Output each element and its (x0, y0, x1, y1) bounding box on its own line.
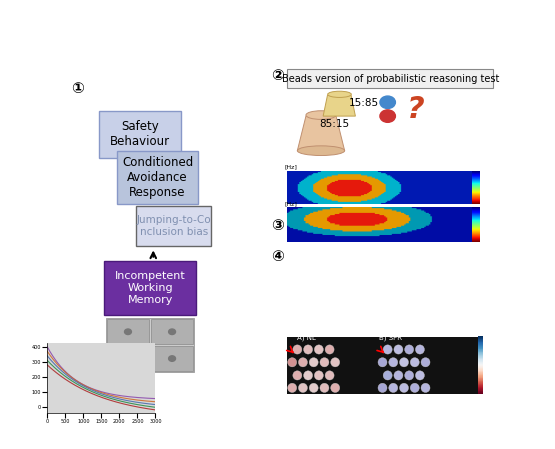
FancyBboxPatch shape (152, 319, 193, 344)
Text: Safety
Behaviour: Safety Behaviour (110, 120, 170, 149)
Ellipse shape (327, 91, 351, 97)
Text: Conditioned
Avoidance
Response: Conditioned Avoidance Response (122, 156, 193, 199)
Polygon shape (297, 116, 345, 151)
FancyBboxPatch shape (117, 151, 199, 204)
Ellipse shape (314, 371, 324, 380)
Ellipse shape (421, 383, 430, 392)
Text: 15:85: 15:85 (349, 98, 379, 108)
Ellipse shape (394, 345, 403, 354)
Circle shape (380, 96, 395, 109)
Text: ?: ? (407, 95, 425, 123)
Ellipse shape (405, 345, 413, 354)
Ellipse shape (378, 383, 387, 392)
Ellipse shape (297, 146, 345, 155)
FancyBboxPatch shape (286, 337, 480, 394)
Ellipse shape (325, 371, 334, 380)
Ellipse shape (293, 345, 302, 354)
Ellipse shape (416, 345, 425, 354)
Text: [Hz]: [Hz] (284, 201, 297, 206)
Ellipse shape (421, 358, 430, 367)
Text: ④: ④ (271, 249, 284, 264)
Text: A) NL: A) NL (297, 335, 316, 341)
Ellipse shape (400, 358, 408, 367)
Circle shape (124, 329, 132, 335)
Polygon shape (323, 95, 355, 116)
FancyBboxPatch shape (99, 111, 181, 158)
FancyBboxPatch shape (104, 261, 196, 315)
Circle shape (169, 329, 175, 335)
Ellipse shape (331, 383, 340, 392)
Ellipse shape (383, 345, 392, 354)
Circle shape (169, 356, 175, 361)
Ellipse shape (405, 371, 413, 380)
Ellipse shape (293, 371, 302, 380)
Text: Beads version of probabilistic reasoning test: Beads version of probabilistic reasoning… (282, 74, 500, 84)
Ellipse shape (287, 358, 297, 367)
Ellipse shape (304, 371, 312, 380)
Ellipse shape (388, 358, 398, 367)
Ellipse shape (378, 358, 387, 367)
Ellipse shape (299, 358, 307, 367)
FancyBboxPatch shape (106, 318, 194, 372)
FancyBboxPatch shape (107, 346, 149, 371)
Text: Incompetent
Working
Memory: Incompetent Working Memory (115, 271, 185, 304)
Text: ①: ① (72, 81, 84, 96)
Text: B) SPR: B) SPR (379, 335, 402, 341)
Text: 85:15: 85:15 (320, 119, 350, 129)
Ellipse shape (383, 371, 392, 380)
Circle shape (380, 110, 395, 122)
Ellipse shape (410, 358, 419, 367)
Ellipse shape (306, 111, 336, 119)
Ellipse shape (388, 383, 398, 392)
Ellipse shape (309, 383, 318, 392)
Ellipse shape (400, 383, 408, 392)
FancyBboxPatch shape (286, 70, 493, 88)
Ellipse shape (410, 383, 419, 392)
Ellipse shape (309, 358, 318, 367)
Ellipse shape (325, 345, 334, 354)
Text: 2-back - 0-back: 2-back - 0-back (306, 329, 366, 338)
Ellipse shape (299, 383, 307, 392)
Text: ②: ② (271, 68, 284, 83)
Circle shape (124, 356, 132, 361)
Ellipse shape (320, 383, 329, 392)
Ellipse shape (287, 383, 297, 392)
FancyBboxPatch shape (136, 206, 211, 246)
FancyBboxPatch shape (152, 346, 193, 371)
Ellipse shape (314, 345, 324, 354)
Ellipse shape (331, 358, 340, 367)
Ellipse shape (304, 345, 312, 354)
Text: ③: ③ (271, 217, 284, 233)
Ellipse shape (416, 371, 425, 380)
Text: [Hz]: [Hz] (284, 165, 297, 170)
Ellipse shape (320, 358, 329, 367)
Ellipse shape (394, 371, 403, 380)
FancyBboxPatch shape (107, 319, 149, 344)
Text: Jumping-to-Co
nclusion bias: Jumping-to-Co nclusion bias (137, 215, 211, 237)
